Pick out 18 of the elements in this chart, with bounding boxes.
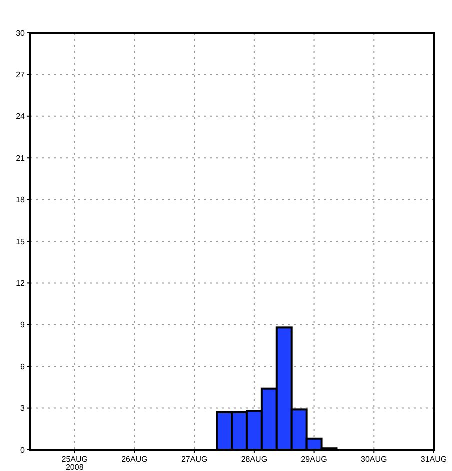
- y-tick-label: 30: [16, 28, 26, 38]
- y-tick-label: 27: [16, 70, 26, 80]
- y-tick-label: 9: [20, 320, 26, 330]
- x-tick-label: 31AUG: [420, 455, 448, 464]
- x-tick-label: 30AUG: [361, 455, 388, 464]
- x-tick-label: 26AUG: [122, 455, 148, 464]
- y-tick-label: 6: [20, 362, 26, 372]
- y-tick-label: 3: [20, 404, 26, 414]
- y-tick-label: 21: [16, 154, 26, 163]
- y-tick-label: 0: [20, 446, 26, 455]
- y-tick-label: 18: [16, 196, 26, 205]
- x-tick-label: 27AUG: [181, 455, 208, 464]
- y-tick-label: 24: [16, 112, 26, 122]
- x-tick-label: 29AUG: [301, 455, 328, 464]
- x-tick-label: 25AUG 2008: [62, 455, 88, 471]
- y-tick-label: 15: [16, 237, 26, 246]
- x-tick-label: 28AUG: [241, 455, 268, 464]
- y-tick-label: 12: [16, 279, 26, 288]
